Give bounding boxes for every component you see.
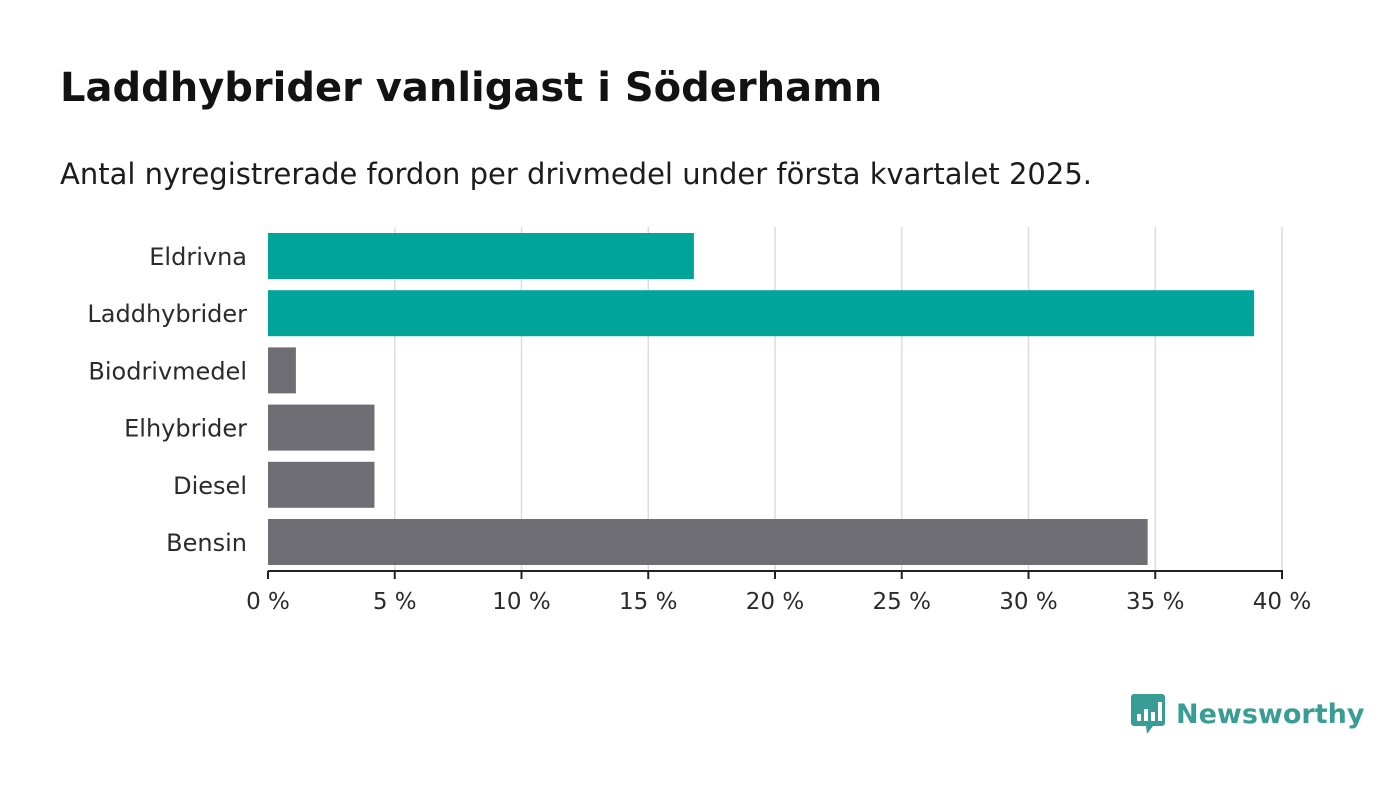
x-tick-label: 30 %: [999, 589, 1057, 615]
x-tick-label: 15 %: [619, 589, 677, 615]
bar-elhybrider: [268, 404, 375, 451]
x-tick-label: 40 %: [1253, 589, 1311, 615]
category-label: Laddhybrider: [87, 300, 247, 328]
x-tick-label: 0 %: [246, 589, 290, 615]
bar-bensin: [268, 519, 1148, 565]
category-label: Bensin: [166, 529, 247, 557]
bars: [268, 233, 1255, 565]
newsworthy-chart-bubble-icon: [1131, 694, 1165, 734]
x-tick-label: 10 %: [492, 589, 550, 615]
category-label: Eldrivna: [149, 243, 247, 271]
x-tick-label: 5 %: [373, 589, 417, 615]
chart-subtitle: Antal nyregistrerade fordon per drivmede…: [60, 157, 1093, 191]
category-labels: Eldrivna Laddhybrider Biodrivmedel Elhybrid…: [87, 243, 247, 557]
x-tick-label: 35 %: [1126, 589, 1184, 615]
category-label: Biodrivmedel: [88, 357, 247, 385]
x-axis: 0 % 5 % 10 % 15 % 20 % 25 % 30 % 35 % 40 %: [246, 570, 1311, 615]
category-label: Diesel: [173, 472, 247, 500]
chart-title: Laddhybrider vanligast i Söderhamn: [60, 65, 883, 111]
category-label: Elhybrider: [124, 415, 247, 443]
bar-diesel: [268, 461, 375, 508]
brand-name: Newsworthy: [1176, 698, 1365, 730]
newsworthy-logo: Newsworthy: [1130, 692, 1364, 736]
bar-eldrivna: [268, 233, 694, 279]
x-tick-label: 20 %: [746, 589, 804, 615]
gridlines: [394, 227, 1283, 571]
bar-biodrivmedel: [268, 347, 296, 394]
x-tick-label: 25 %: [873, 589, 931, 615]
bar-laddhybrider: [268, 290, 1255, 337]
